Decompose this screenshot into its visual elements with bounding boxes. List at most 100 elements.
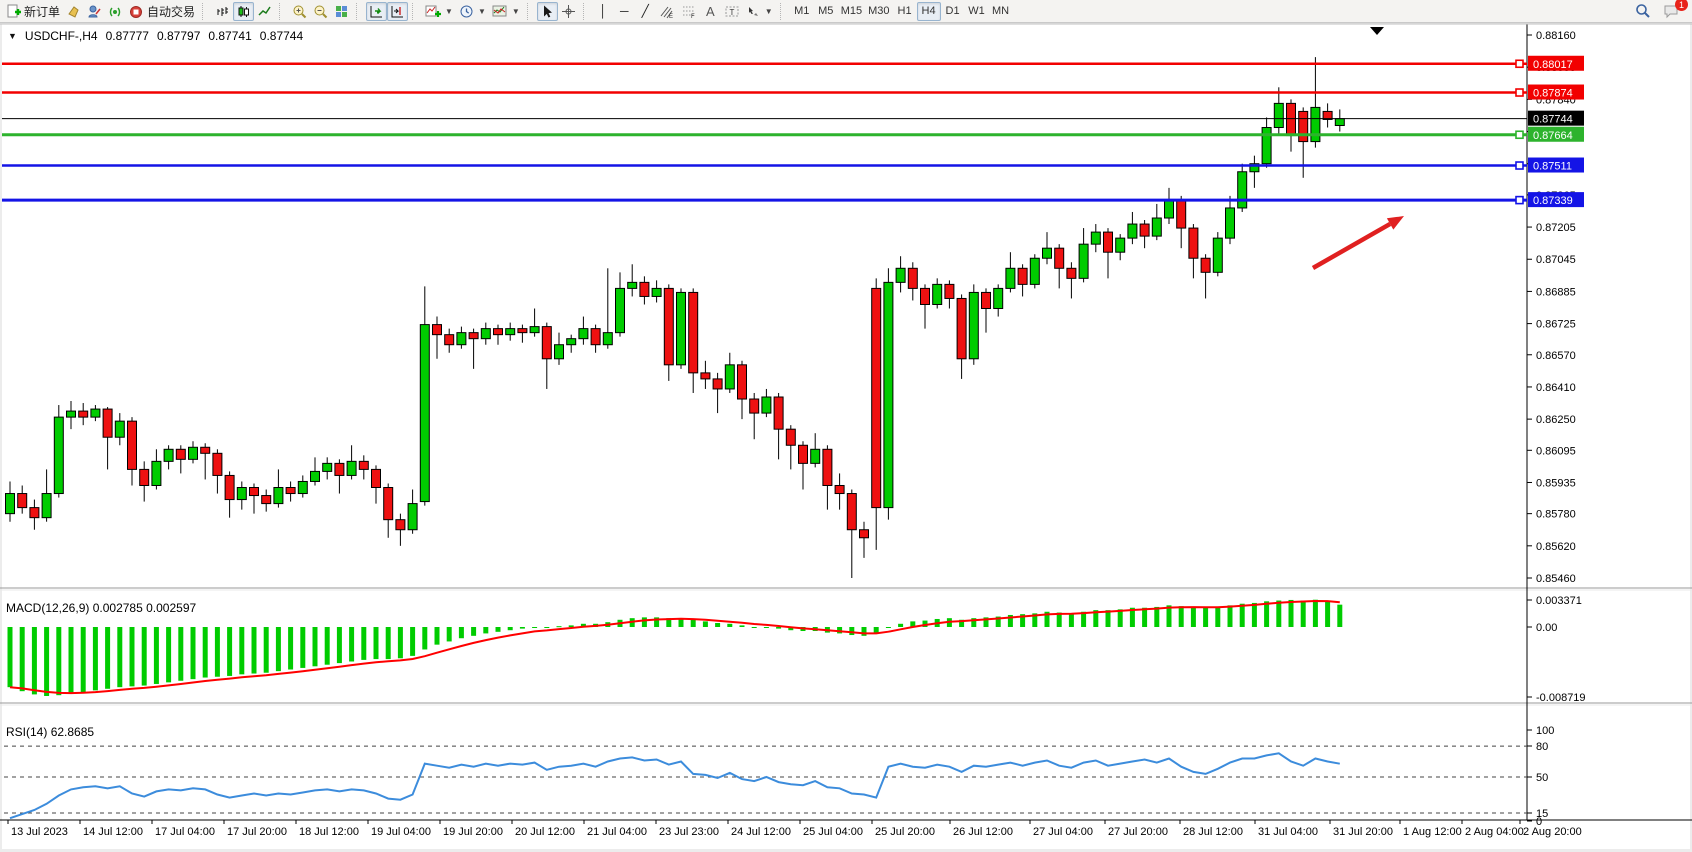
notifications-button[interactable]: 1 — [1660, 0, 1688, 21]
svg-text:26 Jul 12:00: 26 Jul 12:00 — [953, 826, 1013, 838]
tile-windows-icon — [334, 4, 349, 19]
vertical-line-button[interactable]: │ — [593, 2, 614, 21]
timeframe-m30[interactable]: M30 — [868, 5, 890, 17]
chart-canvas[interactable]: 0.881600.880000.878400.876800.875200.873… — [0, 23, 1692, 852]
svg-text:15: 15 — [1536, 808, 1548, 820]
auto-scroll-button[interactable] — [366, 1, 388, 21]
crosshair-button[interactable] — [558, 2, 579, 21]
candlestick-mode-button[interactable] — [233, 1, 255, 21]
svg-text:80: 80 — [1536, 741, 1548, 753]
timeframe-d1[interactable]: D1 — [945, 5, 960, 17]
timeframe-mn[interactable]: MN — [991, 5, 1010, 17]
svg-text:31 Jul 04:00: 31 Jul 04:00 — [1258, 826, 1318, 838]
svg-text:27 Jul 20:00: 27 Jul 20:00 — [1108, 826, 1168, 838]
search-icon — [1635, 3, 1651, 19]
templates-button[interactable]: ▼ — [489, 2, 523, 21]
tile-windows-button[interactable] — [331, 2, 352, 21]
chart-shift-button[interactable] — [387, 1, 409, 21]
svg-text:28 Jul 12:00: 28 Jul 12:00 — [1183, 826, 1243, 838]
svg-text:0.87744: 0.87744 — [1533, 114, 1573, 126]
alerts-button[interactable] — [105, 2, 126, 21]
text-label-button[interactable]: T — [721, 2, 743, 21]
chevron-down-icon: ▼ — [445, 6, 453, 16]
timeframe-h1[interactable]: H1 — [897, 5, 912, 17]
svg-text:50: 50 — [1536, 772, 1548, 784]
macd-pane: 0.003371 0.00 -0.008719 — [7, 595, 1586, 704]
chart-title-bar: ▼ USDCHF-,H4 0.87777 0.87797 0.87741 0.8… — [8, 29, 303, 43]
arrows-button[interactable]: ▼ — [743, 2, 776, 21]
new-order-label: 新订单 — [24, 4, 61, 19]
line-chart-mode-button[interactable] — [254, 2, 275, 21]
new-order-button[interactable]: 新订单 — [3, 2, 63, 21]
indicators-button[interactable]: ▼ — [422, 2, 456, 21]
bar-chart-mode-button[interactable] — [212, 2, 233, 21]
svg-text:0.85780: 0.85780 — [1536, 509, 1576, 521]
timeframe-m1[interactable]: M1 — [794, 5, 810, 17]
svg-text:25 Jul 04:00: 25 Jul 04:00 — [803, 826, 863, 838]
macd-indicator-label: MACD(12,26,9) 0.002785 0.002597 — [6, 601, 196, 615]
signal-icon — [108, 4, 123, 19]
toolbar-separator — [202, 2, 209, 20]
horizontal-line-button[interactable]: ─ — [614, 2, 635, 21]
timeframe-group: M1 M5 M15 M30 H1 H4 D1 W1 MN — [790, 1, 1013, 21]
toolbar-separator — [279, 2, 286, 20]
svg-text:21 Jul 04:00: 21 Jul 04:00 — [587, 826, 647, 838]
svg-text:0.86885: 0.86885 — [1536, 286, 1576, 298]
market-watch-button[interactable] — [84, 2, 105, 21]
line-chart-icon — [257, 4, 272, 19]
arrows-icon — [746, 4, 761, 19]
macd-name: MACD(12,26,9) — [6, 601, 90, 615]
zoom-in-button[interactable] — [289, 2, 310, 21]
ohlc-open: 0.87777 — [105, 29, 149, 43]
svg-text:13 Jul 2023: 13 Jul 2023 — [11, 826, 68, 838]
zoom-out-button[interactable] — [310, 2, 331, 21]
svg-text:0.88017: 0.88017 — [1533, 59, 1573, 71]
fibonacci-button[interactable]: F — [678, 2, 700, 21]
svg-text:0.86725: 0.86725 — [1536, 319, 1576, 331]
crosshair-icon — [561, 4, 576, 19]
trend-arrow-annotation[interactable] — [1311, 216, 1404, 270]
svg-text:0.87205: 0.87205 — [1536, 222, 1576, 234]
svg-text:24 Jul 12:00: 24 Jul 12:00 — [731, 826, 791, 838]
auto-trading-button[interactable]: 自动交易 — [126, 2, 198, 21]
svg-text:27 Jul 04:00: 27 Jul 04:00 — [1033, 826, 1093, 838]
horizontal-line-icon: ─ — [620, 4, 629, 18]
svg-text:F: F — [691, 14, 695, 19]
price-lines-layer: 0.88017 0.87874 0.87744 0.87664 0.87511 0.873… — [2, 55, 1584, 208]
equidistant-channel-button[interactable]: E — [656, 2, 678, 21]
rsi-value: 62.8685 — [50, 725, 95, 739]
rsi-pane: 100 80 50 150 — [4, 725, 1554, 828]
metaeditor-button[interactable] — [63, 2, 84, 21]
text-button[interactable]: A — [700, 2, 721, 21]
periods-button[interactable]: ▼ — [456, 2, 489, 21]
auto-trading-icon — [129, 4, 144, 19]
svg-text:0.85460: 0.85460 — [1536, 573, 1576, 585]
template-icon — [492, 4, 508, 19]
collapse-objects-icon[interactable]: ▼ — [8, 31, 17, 41]
chat-bubble-icon: 1 — [1663, 0, 1688, 19]
candlestick-icon — [236, 4, 251, 19]
svg-text:E: E — [669, 14, 673, 19]
text-icon: A — [705, 3, 715, 19]
svg-text:0.003371: 0.003371 — [1536, 595, 1582, 607]
timeframe-m15[interactable]: M15 — [840, 5, 863, 17]
svg-text:23 Jul 23:00: 23 Jul 23:00 — [659, 826, 719, 838]
svg-text:0.00: 0.00 — [1536, 622, 1557, 634]
chart-background — [2, 24, 1690, 849]
indicators-icon — [425, 4, 442, 19]
svg-text:0.86095: 0.86095 — [1536, 445, 1576, 457]
search-button[interactable] — [1632, 2, 1654, 21]
timeframe-h4[interactable]: H4 — [916, 1, 941, 21]
svg-text:0.87045: 0.87045 — [1536, 254, 1576, 266]
svg-text:19 Jul 04:00: 19 Jul 04:00 — [371, 826, 431, 838]
timeframe-w1[interactable]: W1 — [968, 5, 985, 17]
svg-text:2 Aug 20:00: 2 Aug 20:00 — [1523, 826, 1582, 838]
trendline-button[interactable]: ╱ — [635, 2, 656, 21]
pane-divider[interactable] — [0, 587, 1692, 706]
time-axis[interactable]: 13 Jul 2023 14 Jul 12:00 17 Jul 04:00 17 Ju… — [7, 820, 1582, 838]
zoom-out-icon — [313, 4, 328, 19]
timeframe-m5[interactable]: M5 — [818, 5, 834, 17]
cursor-button[interactable] — [536, 1, 558, 21]
auto-trading-label: 自动交易 — [147, 4, 196, 19]
chart-shift-marker[interactable] — [1370, 27, 1384, 35]
